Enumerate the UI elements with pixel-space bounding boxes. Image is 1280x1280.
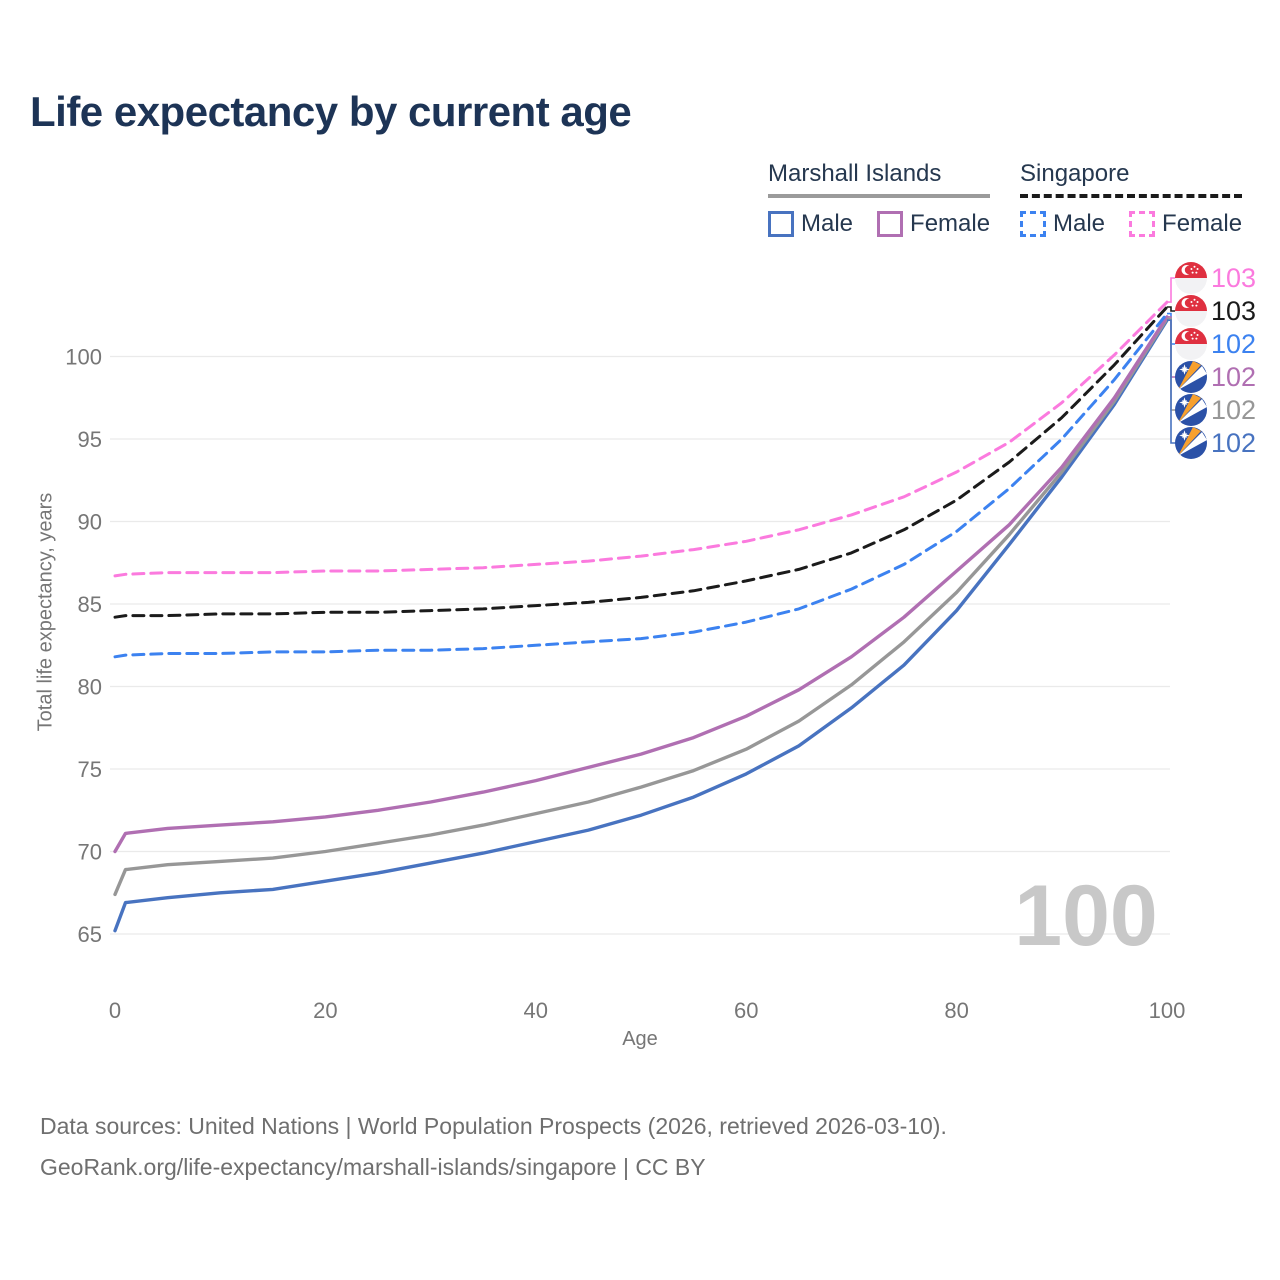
marshall-islands-flag-icon bbox=[1175, 427, 1207, 459]
x-tick-label: 100 bbox=[1149, 998, 1186, 1023]
series-line-mi_total bbox=[113, 316, 1169, 897]
end-label-connector bbox=[1167, 306, 1176, 312]
singapore-flag-icon bbox=[1175, 262, 1207, 294]
legend-item-label: Female bbox=[1162, 210, 1243, 237]
series-line-sg_female bbox=[113, 300, 1169, 578]
y-tick-label: 85 bbox=[78, 592, 102, 617]
y-tick-label: 95 bbox=[78, 427, 102, 452]
legend-underline-total-line-swatch bbox=[768, 194, 991, 198]
end-label-connector bbox=[1167, 277, 1176, 303]
end-value-label: 102 bbox=[1211, 395, 1256, 425]
dashed-line-swatch-icon bbox=[1129, 211, 1156, 237]
line-swatch-icon bbox=[768, 211, 794, 237]
y-tick-label: 65 bbox=[78, 922, 102, 947]
series-line-sg_male bbox=[113, 312, 1169, 659]
footer-data-sources: Data sources: United Nations | World Pop… bbox=[40, 1113, 947, 1139]
y-tick-label: 75 bbox=[78, 757, 102, 782]
footer-attribution: GeoRank.org/life-expectancy/marshall-isl… bbox=[40, 1154, 706, 1180]
series-line-mi_female bbox=[113, 315, 1169, 854]
legend-item-label: Male bbox=[801, 210, 854, 237]
x-tick-label: 60 bbox=[734, 998, 758, 1023]
end-value-label: 102 bbox=[1211, 362, 1256, 392]
dashed-line-swatch-icon bbox=[1020, 211, 1046, 237]
y-tick-label: 100 bbox=[65, 345, 102, 370]
legend-item-singapore-female[interactable]: Female bbox=[1129, 210, 1242, 238]
singapore-flag-icon bbox=[1175, 295, 1207, 327]
marshall-islands-flag-icon bbox=[1175, 394, 1207, 426]
end-value-label: 102 bbox=[1211, 428, 1256, 458]
legend-header-singapore: Singapore bbox=[1020, 160, 1130, 187]
page-title: Life expectancy by current age bbox=[30, 88, 632, 135]
end-label-connector bbox=[1167, 319, 1176, 444]
series-line-sg_total bbox=[113, 305, 1169, 619]
legend-item-singapore-male[interactable]: Male bbox=[1020, 210, 1105, 238]
x-axis-title: Age bbox=[622, 1028, 658, 1050]
legend-item-marshall-islands-male[interactable]: Male bbox=[768, 210, 853, 238]
singapore-flag-icon bbox=[1175, 328, 1207, 360]
legend-underline-total-line-swatch bbox=[1020, 194, 1243, 198]
end-value-label: 102 bbox=[1211, 329, 1256, 359]
x-tick-label: 20 bbox=[313, 998, 337, 1023]
footer: Data sources: United Nations | World Pop… bbox=[40, 1106, 947, 1188]
x-tick-label: 80 bbox=[944, 998, 968, 1023]
x-tick-label: 0 bbox=[109, 998, 121, 1023]
series-line-mi_male bbox=[113, 318, 1169, 933]
end-value-label: 103 bbox=[1211, 296, 1256, 326]
legend-header-marshall-islands: Marshall Islands bbox=[768, 160, 942, 187]
y-tick-label: 70 bbox=[78, 840, 102, 865]
x-tick-label: 40 bbox=[524, 998, 548, 1023]
legend-group-singapore: Singapore Male Female bbox=[1020, 160, 1243, 238]
marshall-islands-flag-icon bbox=[1175, 361, 1207, 393]
y-tick-label: 80 bbox=[78, 675, 102, 700]
age-watermark: 100 bbox=[1014, 868, 1158, 964]
legend-item-marshall-islands-female[interactable]: Female bbox=[877, 210, 990, 238]
legend-item-label: Male bbox=[1053, 210, 1106, 237]
line-swatch-icon bbox=[877, 211, 904, 237]
y-tick-label: 90 bbox=[78, 510, 102, 535]
y-axis-title: Total life expectancy, years bbox=[34, 492, 57, 732]
end-value-label: 103 bbox=[1211, 263, 1256, 293]
legend-item-label: Female bbox=[910, 210, 991, 237]
legend-group-marshall-islands: Marshall Islands Male Female bbox=[768, 160, 991, 238]
